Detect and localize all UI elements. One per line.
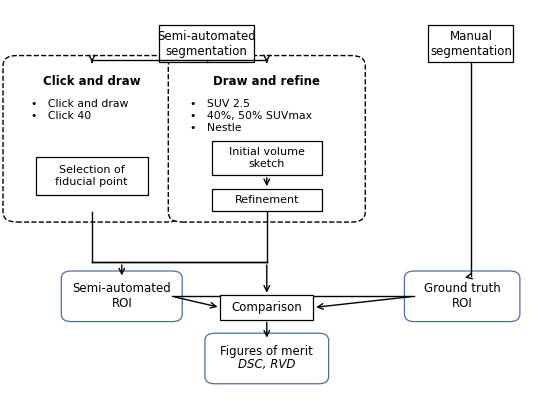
Text: Click and draw: Click and draw xyxy=(43,75,140,88)
Text: Refinement: Refinement xyxy=(234,195,299,205)
FancyBboxPatch shape xyxy=(3,56,181,222)
Text: Figures of merit: Figures of merit xyxy=(221,345,314,358)
Text: Semi-automated
ROI: Semi-automated ROI xyxy=(73,282,171,310)
FancyBboxPatch shape xyxy=(221,295,314,320)
Text: •   Click 40: • Click 40 xyxy=(31,111,92,121)
Text: Manual
segmentation: Manual segmentation xyxy=(430,29,512,57)
FancyBboxPatch shape xyxy=(212,141,322,175)
Text: •   SUV 2.5: • SUV 2.5 xyxy=(190,99,250,109)
Text: •   Nestle: • Nestle xyxy=(190,123,241,133)
Text: DSC, RVD: DSC, RVD xyxy=(238,358,295,371)
Text: Draw and refine: Draw and refine xyxy=(213,75,320,88)
Text: Semi-automated
segmentation: Semi-automated segmentation xyxy=(157,29,256,57)
FancyBboxPatch shape xyxy=(428,25,513,61)
FancyBboxPatch shape xyxy=(36,157,148,195)
FancyBboxPatch shape xyxy=(159,25,255,61)
FancyBboxPatch shape xyxy=(168,56,365,222)
FancyBboxPatch shape xyxy=(212,189,322,211)
Text: Comparison: Comparison xyxy=(232,301,302,314)
Text: •   40%, 50% SUVmax: • 40%, 50% SUVmax xyxy=(190,111,312,121)
Text: Selection of
fiducial point: Selection of fiducial point xyxy=(56,165,128,187)
FancyBboxPatch shape xyxy=(404,271,520,322)
Text: Initial volume
sketch: Initial volume sketch xyxy=(229,147,305,168)
FancyBboxPatch shape xyxy=(205,333,329,384)
FancyBboxPatch shape xyxy=(61,271,182,322)
Text: •   Click and draw: • Click and draw xyxy=(31,99,129,109)
Text: Ground truth
ROI: Ground truth ROI xyxy=(424,282,500,310)
